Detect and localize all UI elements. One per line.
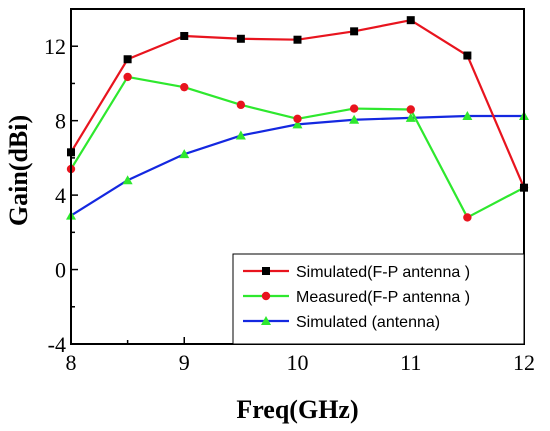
data-point bbox=[180, 82, 189, 92]
data-point bbox=[293, 35, 302, 44]
data-point bbox=[293, 114, 302, 124]
y-tick-label: 0 bbox=[55, 258, 66, 283]
legend-label: Measured(F-P antenna ) bbox=[296, 289, 470, 306]
data-point bbox=[292, 119, 303, 129]
data-point bbox=[236, 100, 246, 110]
data-point bbox=[349, 114, 360, 124]
data-point bbox=[462, 111, 473, 121]
plot-content bbox=[66, 16, 529, 222]
data-point bbox=[406, 105, 415, 114]
series-3 bbox=[66, 111, 529, 220]
data-point bbox=[123, 72, 132, 82]
y-tick-label: 4 bbox=[55, 183, 66, 208]
legend-label: Simulated (antenna) bbox=[296, 314, 440, 331]
y-tick-label: 12 bbox=[44, 34, 66, 59]
series-2 bbox=[66, 72, 529, 222]
data-point bbox=[179, 149, 190, 159]
data-point bbox=[463, 51, 472, 60]
x-tick-label: 12 bbox=[513, 350, 535, 375]
y-axis-title: Gain(dBi) bbox=[4, 115, 33, 226]
data-point bbox=[123, 55, 132, 64]
data-point bbox=[236, 34, 245, 43]
legend-marker bbox=[261, 291, 271, 301]
x-tick-label: 11 bbox=[400, 350, 421, 375]
y-tick-label: -4 bbox=[48, 332, 66, 357]
legend-box bbox=[232, 253, 525, 345]
y-tick-label: 8 bbox=[55, 109, 66, 134]
series-line bbox=[70, 19, 526, 189]
legend-marker bbox=[261, 316, 271, 325]
legend: Simulated(F-P antenna ) Measured(F-P ante… bbox=[232, 253, 525, 345]
data-point bbox=[350, 27, 359, 36]
x-tick-label: 9 bbox=[179, 350, 190, 375]
series-line bbox=[70, 75, 525, 219]
data-point bbox=[349, 104, 359, 113]
data-point bbox=[180, 31, 189, 40]
series-line bbox=[70, 114, 524, 217]
data-point bbox=[122, 175, 133, 185]
legend-label: Simulated(F-P antenna ) bbox=[296, 264, 470, 281]
x-tick-label: 8 bbox=[66, 350, 77, 375]
series-1 bbox=[67, 16, 528, 192]
data-point bbox=[235, 130, 246, 140]
data-point bbox=[463, 213, 472, 222]
data-point bbox=[406, 16, 415, 25]
x-tick-label: 10 bbox=[287, 350, 309, 375]
legend-marker bbox=[262, 267, 270, 275]
x-axis-title: Freq(GHz) bbox=[236, 395, 358, 424]
data-point bbox=[405, 112, 416, 122]
